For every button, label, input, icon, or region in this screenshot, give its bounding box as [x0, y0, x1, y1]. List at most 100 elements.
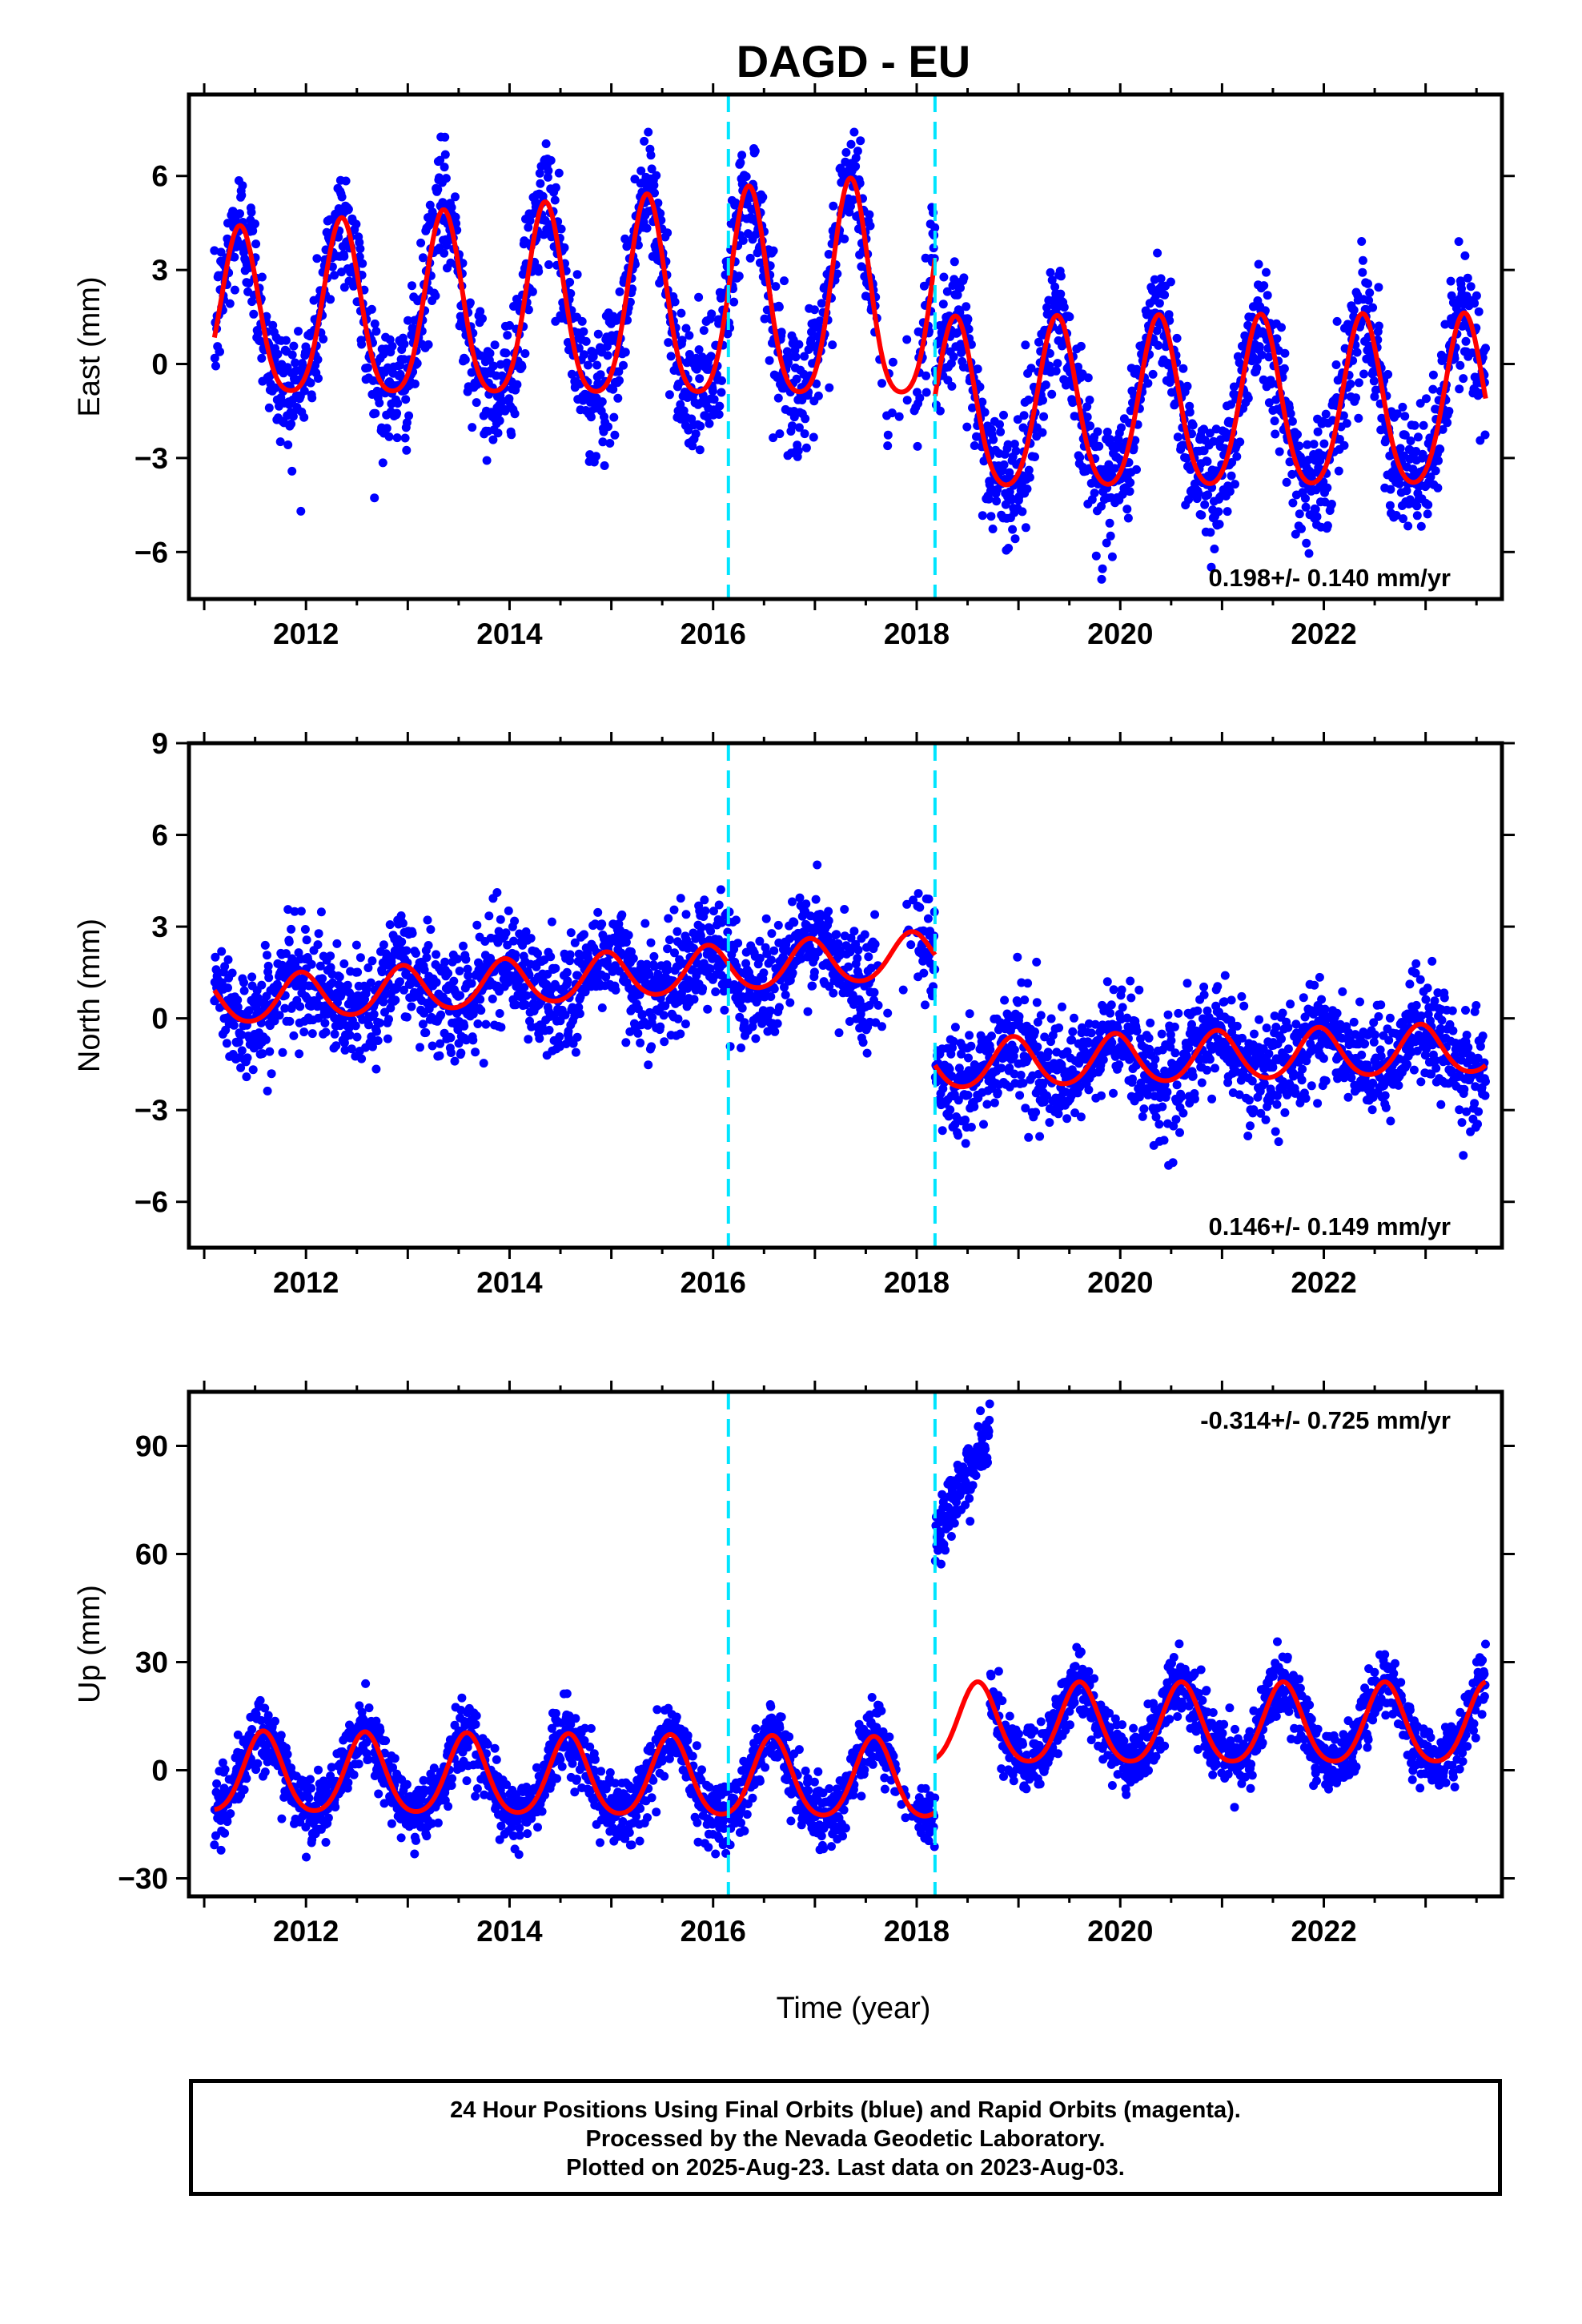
data-point — [1197, 1078, 1207, 1088]
data-point — [402, 1012, 412, 1022]
data-point — [736, 158, 745, 167]
data-point — [1370, 392, 1379, 401]
data-point — [1255, 342, 1264, 352]
data-point — [472, 398, 481, 408]
data-point — [1123, 513, 1133, 523]
data-point — [1126, 478, 1135, 488]
data-point — [1303, 440, 1312, 449]
data-point — [550, 195, 560, 205]
data-point — [1199, 990, 1209, 999]
data-point — [864, 952, 873, 962]
data-point — [456, 1048, 466, 1058]
data-point — [1042, 303, 1051, 312]
data-point — [465, 298, 475, 308]
data-point — [1466, 282, 1476, 292]
data-point — [1456, 360, 1465, 370]
data-point — [762, 949, 772, 959]
data-point — [524, 305, 533, 315]
data-point — [1463, 273, 1472, 283]
data-point — [1091, 551, 1101, 561]
data-point — [544, 260, 553, 269]
data-point — [737, 151, 747, 160]
data-point — [1470, 299, 1480, 308]
data-point — [613, 393, 623, 403]
data-point — [339, 283, 349, 292]
data-point — [1426, 472, 1435, 481]
data-point — [1020, 995, 1030, 1005]
data-point — [982, 1100, 992, 1109]
data-point — [1154, 299, 1164, 308]
data-point — [1252, 364, 1262, 373]
data-point — [605, 439, 615, 448]
data-point — [1395, 444, 1405, 453]
data-point — [995, 420, 1004, 429]
data-point — [503, 940, 512, 950]
data-point — [271, 383, 280, 392]
data-point — [950, 1120, 960, 1129]
data-point — [1093, 427, 1102, 436]
data-point — [1203, 490, 1213, 500]
data-point — [793, 446, 803, 456]
data-point — [1059, 303, 1069, 312]
data-point — [1270, 416, 1279, 426]
data-point — [865, 210, 874, 219]
data-point — [829, 988, 838, 998]
data-point — [493, 428, 503, 438]
data-point — [1435, 444, 1445, 454]
data-point — [965, 1009, 974, 1019]
data-point — [257, 272, 267, 282]
data-point — [953, 328, 962, 338]
data-point — [1359, 369, 1368, 379]
data-point — [1178, 1108, 1188, 1118]
data-point — [223, 983, 232, 992]
y-tick-label: 0 — [151, 348, 168, 381]
data-point — [263, 961, 273, 971]
data-point — [412, 359, 422, 368]
data-point — [460, 1021, 469, 1031]
data-point — [473, 1019, 483, 1028]
data-point — [614, 367, 624, 376]
x-tick-label: 2012 — [273, 617, 339, 650]
data-point — [706, 927, 716, 936]
data-point — [521, 927, 531, 936]
data-point — [391, 995, 400, 1005]
data-point — [253, 328, 263, 338]
data-point — [1232, 452, 1242, 461]
data-point — [1013, 415, 1022, 424]
data-point — [1323, 483, 1332, 493]
data-point — [1107, 552, 1117, 561]
data-point — [978, 511, 987, 521]
data-point — [781, 990, 790, 999]
data-point — [1438, 424, 1447, 434]
data-point — [379, 991, 389, 1000]
data-point — [866, 963, 876, 973]
data-point — [503, 331, 512, 340]
data-point — [769, 433, 778, 443]
data-point — [230, 285, 239, 295]
data-point — [511, 1000, 520, 1010]
rate-annotation: 0.198+/- 0.140 mm/yr — [1209, 564, 1451, 592]
data-point — [603, 351, 612, 360]
data-point — [326, 963, 335, 972]
data-point — [597, 1003, 607, 1012]
data-point — [343, 980, 352, 990]
data-point — [1182, 979, 1192, 988]
data-point — [1332, 316, 1342, 326]
data-point — [1018, 507, 1027, 517]
data-point — [242, 1072, 251, 1082]
data-point — [1014, 1011, 1024, 1021]
data-point — [371, 1064, 381, 1074]
data-point — [355, 252, 364, 262]
data-point — [996, 427, 1006, 436]
data-point — [495, 1009, 504, 1018]
data-point — [351, 219, 361, 229]
data-point — [824, 907, 833, 916]
data-point — [1041, 380, 1050, 390]
data-point — [488, 361, 498, 371]
data-point — [663, 965, 673, 975]
data-point — [382, 424, 391, 433]
data-point — [1010, 534, 1020, 544]
data-point — [326, 295, 335, 304]
data-point — [615, 287, 624, 296]
data-point — [992, 497, 1002, 506]
